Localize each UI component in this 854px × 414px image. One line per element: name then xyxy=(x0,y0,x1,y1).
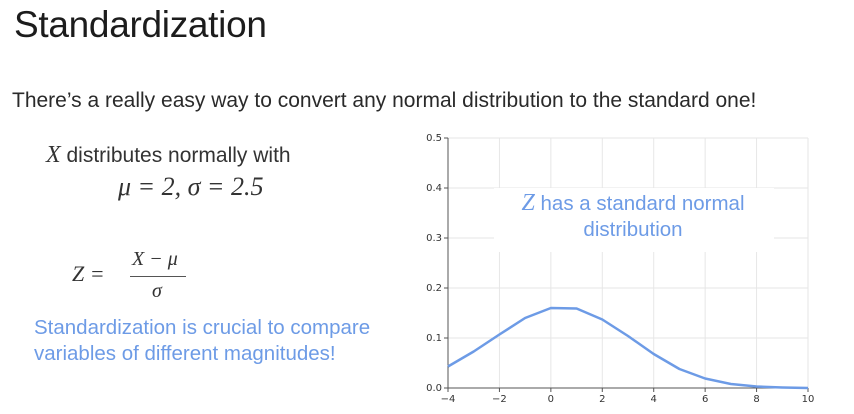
x-tick-label: 8 xyxy=(753,394,759,405)
x-tick-label: −4 xyxy=(441,394,456,405)
fraction-bar xyxy=(130,276,186,277)
x-tick-label: 10 xyxy=(802,394,815,405)
slide-subtitle: There’s a really easy way to convert any… xyxy=(12,89,757,112)
x-tick-label: 0 xyxy=(548,394,554,405)
slide-title: Standardization xyxy=(14,4,267,45)
chart-annotation: Z has a standard normal distribution xyxy=(493,190,773,243)
z-formula: Z = X − μ σ xyxy=(72,248,212,304)
formula-numerator: X − μ xyxy=(132,248,178,270)
formula-denominator: σ xyxy=(152,280,162,302)
y-tick-label: 0.3 xyxy=(426,233,442,244)
y-tick-label: 0.1 xyxy=(426,333,442,344)
y-tick-label: 0.0 xyxy=(426,383,442,394)
x-tick-label: 4 xyxy=(651,394,657,405)
x-tick-label: −2 xyxy=(492,394,507,405)
definition-line: X distributes normally with xyxy=(46,142,291,169)
series-line xyxy=(447,306,809,390)
annotation-background xyxy=(494,188,774,252)
formula-lhs: Z = xyxy=(72,261,105,286)
definition-text: distributes normally with xyxy=(60,144,291,167)
x-tick-label: 6 xyxy=(702,394,708,405)
variable-x: X xyxy=(46,142,61,168)
annotation-text: has a standard normal distribution xyxy=(534,192,745,241)
parameters: μ = 2, σ = 2.5 xyxy=(118,172,264,201)
y-tick-label: 0.2 xyxy=(426,283,442,294)
distribution-chart: 0.0 0.1 0.2 0.3 0.4 0.5 −4 −2 0 2 4 6 8 10 xyxy=(426,133,815,405)
x-tick-label: 2 xyxy=(599,394,605,405)
y-tick-label: 0.4 xyxy=(426,183,442,194)
variable-z: Z xyxy=(521,190,535,216)
y-tick-label: 0.5 xyxy=(426,133,442,144)
standardization-note: Standardization is crucial to compare va… xyxy=(34,316,371,365)
